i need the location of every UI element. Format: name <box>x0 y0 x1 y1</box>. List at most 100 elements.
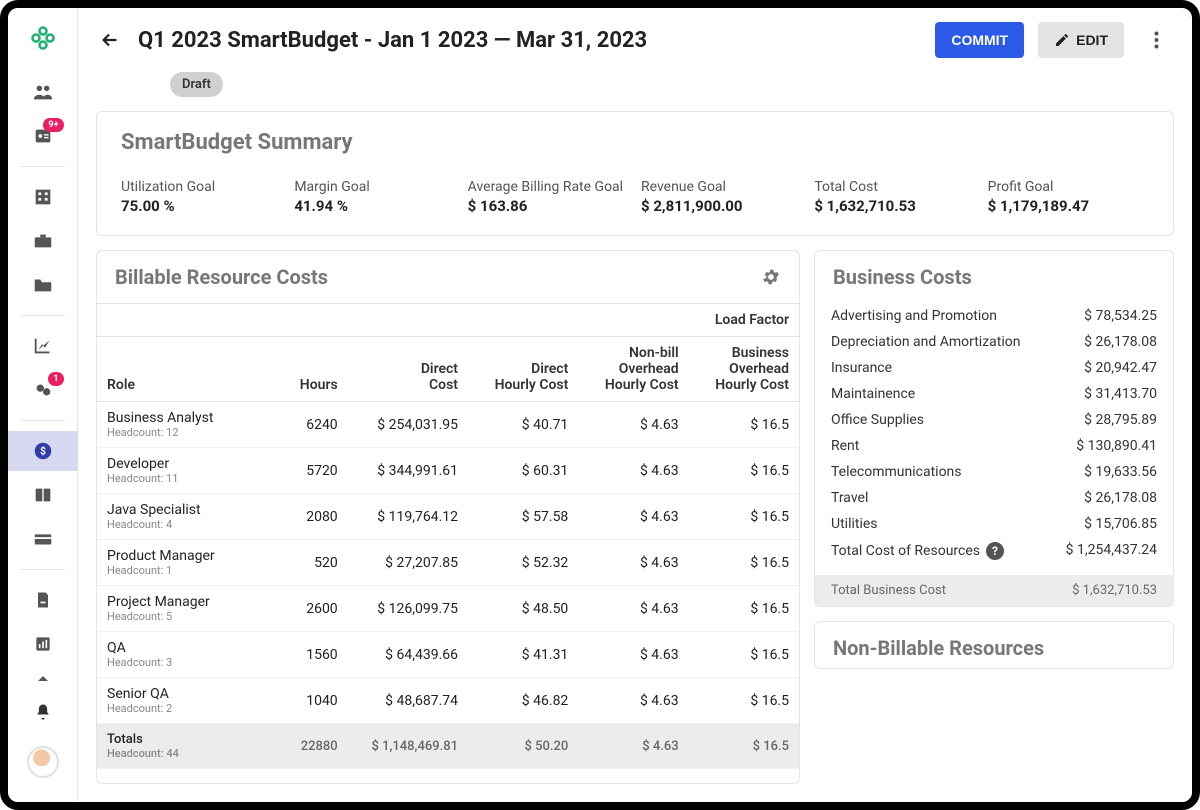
business-cost-row: Telecommunications$ 19,633.56 <box>831 459 1157 485</box>
nav-briefcase-icon[interactable] <box>8 221 78 261</box>
summary-metric: Revenue Goal $ 2,811,900.00 <box>641 179 802 215</box>
nav-budget-icon[interactable]: $ <box>8 431 78 471</box>
bc-name: Office Supplies <box>831 412 924 428</box>
cell-hours: 6240 <box>278 402 348 448</box>
billable-settings-button[interactable] <box>761 267 781 287</box>
summary-metric: Average Billing Rate Goal$ 163.86 <box>468 179 629 215</box>
billable-title: Billable Resource Costs <box>115 265 761 289</box>
cell-direct: $ 27,207.85 <box>348 540 468 586</box>
nav-card-icon[interactable] <box>8 519 78 559</box>
cell-hours: 520 <box>278 540 348 586</box>
cell-direct: $ 64,439.66 <box>348 632 468 678</box>
bc-name: Rent <box>831 438 859 454</box>
metric-label: Revenue Goal <box>641 179 802 195</box>
role-headcount: Headcount: 4 <box>107 518 268 531</box>
column-header: Role <box>97 337 278 402</box>
role-headcount: Headcount: 3 <box>107 656 268 669</box>
edit-button-label: EDIT <box>1076 32 1108 48</box>
table-row[interactable]: Business AnalystHeadcount: 126240$ 254,0… <box>97 402 799 448</box>
nav-activity-icon[interactable]: 1 <box>8 370 78 410</box>
metric-value: $ 1,632,710.53 <box>814 197 975 215</box>
cell-hours: 2600 <box>278 586 348 632</box>
user-avatar[interactable] <box>27 746 59 778</box>
cell-nboh: $ 4.63 <box>578 540 688 586</box>
role-name: Business Analyst <box>107 410 268 426</box>
metric-label: Average Billing Rate Goal <box>468 179 629 195</box>
bc-value: $ 26,178.08 <box>1084 490 1157 506</box>
cell-boh: $ 16.5 <box>689 586 799 632</box>
business-cost-row: Rent $ 130,890.41 <box>831 433 1157 459</box>
nav-people-icon[interactable] <box>8 72 78 112</box>
business-cost-resources-total: Total Cost of Resources?$ 1,254,437.24 <box>831 537 1157 565</box>
pencil-icon <box>1054 32 1070 48</box>
table-row[interactable]: QAHeadcount: 31560$ 64,439.66$ 41.31$ 4.… <box>97 632 799 678</box>
bc-value: $ 31,413.70 <box>1084 386 1157 402</box>
table-row[interactable]: Java SpecialistHeadcount: 42080$ 119,764… <box>97 494 799 540</box>
nav-doc-icon[interactable] <box>8 580 78 620</box>
role-name: Senior QA <box>107 686 268 702</box>
bc-value: $ 15,706.85 <box>1084 516 1157 532</box>
bc-name: Depreciation and Amortization <box>831 334 1020 350</box>
nav-company-icon[interactable] <box>8 177 78 217</box>
role-headcount: Headcount: 12 <box>107 426 268 439</box>
cell-direct: $ 48,687.74 <box>348 678 468 724</box>
metric-value: 41.94 % <box>294 197 455 215</box>
nav-collapse-icon[interactable] <box>8 668 78 688</box>
table-row[interactable]: Senior QAHeadcount: 21040$ 48,687.74$ 46… <box>97 678 799 724</box>
totals-row: TotalsHeadcount: 4422880$ 1,148,469.81$ … <box>97 724 799 769</box>
column-header: DirectCost <box>348 337 468 402</box>
cell-dhourly: $ 40.71 <box>468 402 578 448</box>
billable-table: Load Factor RoleHoursDirectCostDirectHou… <box>97 303 799 769</box>
role-headcount: Headcount: 1 <box>107 564 268 577</box>
nav-folder-icon[interactable] <box>8 265 78 305</box>
table-row[interactable]: DeveloperHeadcount: 115720$ 344,991.61$ … <box>97 448 799 494</box>
table-row[interactable]: Product ManagerHeadcount: 1520$ 27,207.8… <box>97 540 799 586</box>
nav-edit-chart-icon[interactable] <box>8 326 78 366</box>
bc-value: $ 26,178.08 <box>1084 334 1157 350</box>
load-factor-header: Load Factor <box>468 304 799 337</box>
business-cost-row: Depreciation and Amortization $ 26,178.08 <box>831 329 1157 355</box>
commit-button[interactable]: COMMIT <box>935 22 1024 58</box>
business-cost-row: Office Supplies $ 28,795.89 <box>831 407 1157 433</box>
requests-badge: 9+ <box>43 118 63 132</box>
help-icon[interactable]: ? <box>986 542 1004 560</box>
svg-text:$: $ <box>40 445 46 458</box>
cell-nboh: $ 4.63 <box>578 586 688 632</box>
nav-requests-icon[interactable]: 9+ <box>8 116 78 156</box>
status-row: Draft <box>78 68 1192 111</box>
role-name: Java Specialist <box>107 502 268 518</box>
table-row[interactable]: Project ManagerHeadcount: 52600$ 126,099… <box>97 586 799 632</box>
bc-value: $ 28,795.89 <box>1084 412 1157 428</box>
cell-hours: 1560 <box>278 632 348 678</box>
nav-analytics-icon[interactable] <box>8 624 78 664</box>
role-name: Developer <box>107 456 268 472</box>
metric-value: $ 2,811,900.00 <box>641 197 802 215</box>
business-costs-title: Business Costs <box>833 265 1155 289</box>
metric-label: Total Cost <box>814 179 975 195</box>
nav-notifications-icon[interactable] <box>8 692 78 732</box>
bc-name: Utilities <box>831 516 878 532</box>
bc-name: Advertising and Promotion <box>831 308 997 324</box>
bc-name: Telecommunications <box>831 464 962 480</box>
sidebar: 9+ 1 $ <box>8 8 78 802</box>
cell-boh: $ 16.5 <box>689 632 799 678</box>
cell-nboh: $ 4.63 <box>578 678 688 724</box>
cell-dhourly: $ 60.31 <box>468 448 578 494</box>
cell-dhourly: $ 46.82 <box>468 678 578 724</box>
metric-label: Margin Goal <box>294 179 455 195</box>
cell-direct: $ 344,991.61 <box>348 448 468 494</box>
more-menu-button[interactable] <box>1142 22 1170 58</box>
app-frame: 9+ 1 $ <box>0 0 1200 810</box>
metric-label: Profit Goal <box>988 179 1149 195</box>
nav-book-icon[interactable] <box>8 475 78 515</box>
bc-value: $ 130,890.41 <box>1076 438 1157 454</box>
cell-hours: 1040 <box>278 678 348 724</box>
business-cost-row: Advertising and Promotion$ 78,534.25 <box>831 303 1157 329</box>
cell-hours: 5720 <box>278 448 348 494</box>
status-chip: Draft <box>170 72 223 97</box>
back-button[interactable] <box>96 26 124 54</box>
edit-button[interactable]: EDIT <box>1038 22 1124 58</box>
cell-boh: $ 16.5 <box>689 494 799 540</box>
cell-nboh: $ 4.63 <box>578 402 688 448</box>
bc-value: $ 20,942.47 <box>1084 360 1157 376</box>
